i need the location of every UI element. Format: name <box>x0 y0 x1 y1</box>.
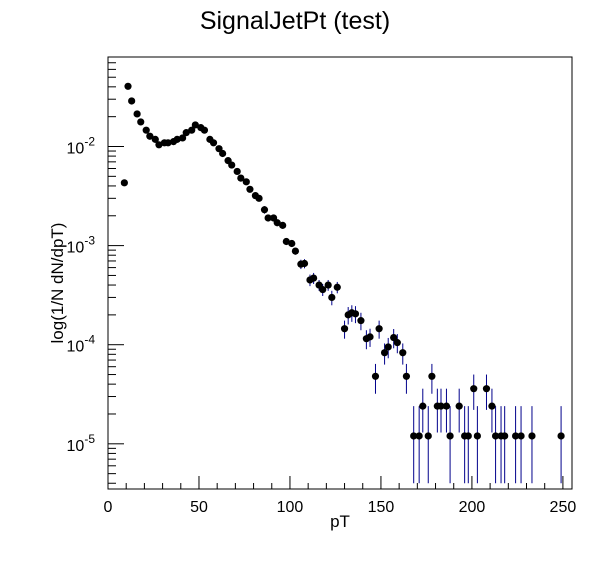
y-axis-ticks <box>108 56 124 484</box>
data-point <box>310 274 318 282</box>
data-point <box>260 206 269 214</box>
data-point <box>273 219 281 227</box>
y-axis-tick-labels: 10-2 10-3 10-4 10-5 <box>67 135 96 455</box>
data-point <box>137 118 145 126</box>
data-point <box>557 432 565 440</box>
x-tick-label: 50 <box>190 499 208 516</box>
data-point <box>133 110 141 118</box>
y-axis-title: log(1/N dN/dpT) <box>48 223 67 344</box>
data-point <box>528 432 536 440</box>
x-tick-label: 250 <box>550 499 577 516</box>
data-point <box>233 167 241 176</box>
data-point <box>209 139 218 147</box>
data-point <box>482 385 491 393</box>
x-axis-ticks <box>107 476 564 489</box>
data-point <box>473 432 481 440</box>
data-point <box>437 402 445 410</box>
data-point <box>179 134 187 142</box>
data-point <box>442 402 451 410</box>
data-point <box>366 333 374 341</box>
data-point <box>384 343 392 351</box>
data-point <box>393 339 401 347</box>
data-point <box>415 432 423 440</box>
data-point <box>291 247 300 255</box>
y-tick-label: 10-3 <box>67 234 96 257</box>
data-point <box>428 372 436 380</box>
data-point <box>120 179 128 187</box>
data-point <box>340 325 349 333</box>
data-point <box>128 97 136 105</box>
y-tick-label: 10-5 <box>67 432 96 455</box>
data-point <box>390 333 398 342</box>
data-point <box>288 239 296 248</box>
data-point <box>357 317 365 325</box>
x-tick-label: 150 <box>368 499 395 516</box>
plot-frame <box>107 56 573 490</box>
x-tick-label: 100 <box>277 499 304 516</box>
data-point <box>246 185 254 193</box>
data-point <box>173 135 181 143</box>
data-point <box>200 126 209 134</box>
y-tick-label: 10-2 <box>67 135 96 158</box>
y-tick-label: 10-4 <box>67 333 96 356</box>
data-point <box>424 432 432 440</box>
data-point <box>328 293 336 302</box>
data-point <box>228 161 236 169</box>
data-point <box>191 121 199 129</box>
data-point <box>164 139 172 147</box>
data-point <box>155 141 163 149</box>
data-point <box>142 126 150 134</box>
x-axis-tick-labels: 0 50 100 150 200 250 <box>104 499 577 516</box>
data-point <box>146 132 154 140</box>
data-point <box>219 149 227 158</box>
data-point <box>371 372 380 380</box>
data-point <box>242 178 250 186</box>
x-axis-title: pT <box>330 512 350 531</box>
data-point <box>380 349 389 357</box>
data-point <box>282 237 290 246</box>
data-point <box>124 82 132 90</box>
data-point <box>491 432 500 440</box>
x-tick-label: 200 <box>459 499 486 516</box>
data-point <box>464 432 472 440</box>
data-point <box>410 432 418 440</box>
data-point <box>446 432 454 440</box>
x-tick-label: 0 <box>104 499 113 516</box>
data-point <box>419 402 427 410</box>
data-point <box>255 194 263 202</box>
data-point <box>300 259 309 268</box>
data-point <box>333 283 341 291</box>
error-bars <box>123 85 562 484</box>
data-point <box>324 281 332 289</box>
data-point <box>402 372 411 380</box>
data-point <box>237 174 245 182</box>
chart-title: SignalJetPt (test) <box>200 7 390 35</box>
data-points <box>120 82 565 440</box>
data-point <box>399 349 407 357</box>
data-point <box>279 221 287 229</box>
data-point <box>319 285 327 294</box>
data-point <box>517 432 525 440</box>
data-point <box>375 325 383 333</box>
data-point <box>351 310 360 318</box>
data-point <box>488 402 496 410</box>
data-point <box>455 402 463 410</box>
data-point <box>151 135 159 143</box>
data-point <box>182 129 190 137</box>
data-point <box>511 432 520 440</box>
data-point <box>470 385 478 393</box>
data-point <box>188 126 196 134</box>
data-point <box>501 432 509 440</box>
data-point <box>264 214 272 222</box>
